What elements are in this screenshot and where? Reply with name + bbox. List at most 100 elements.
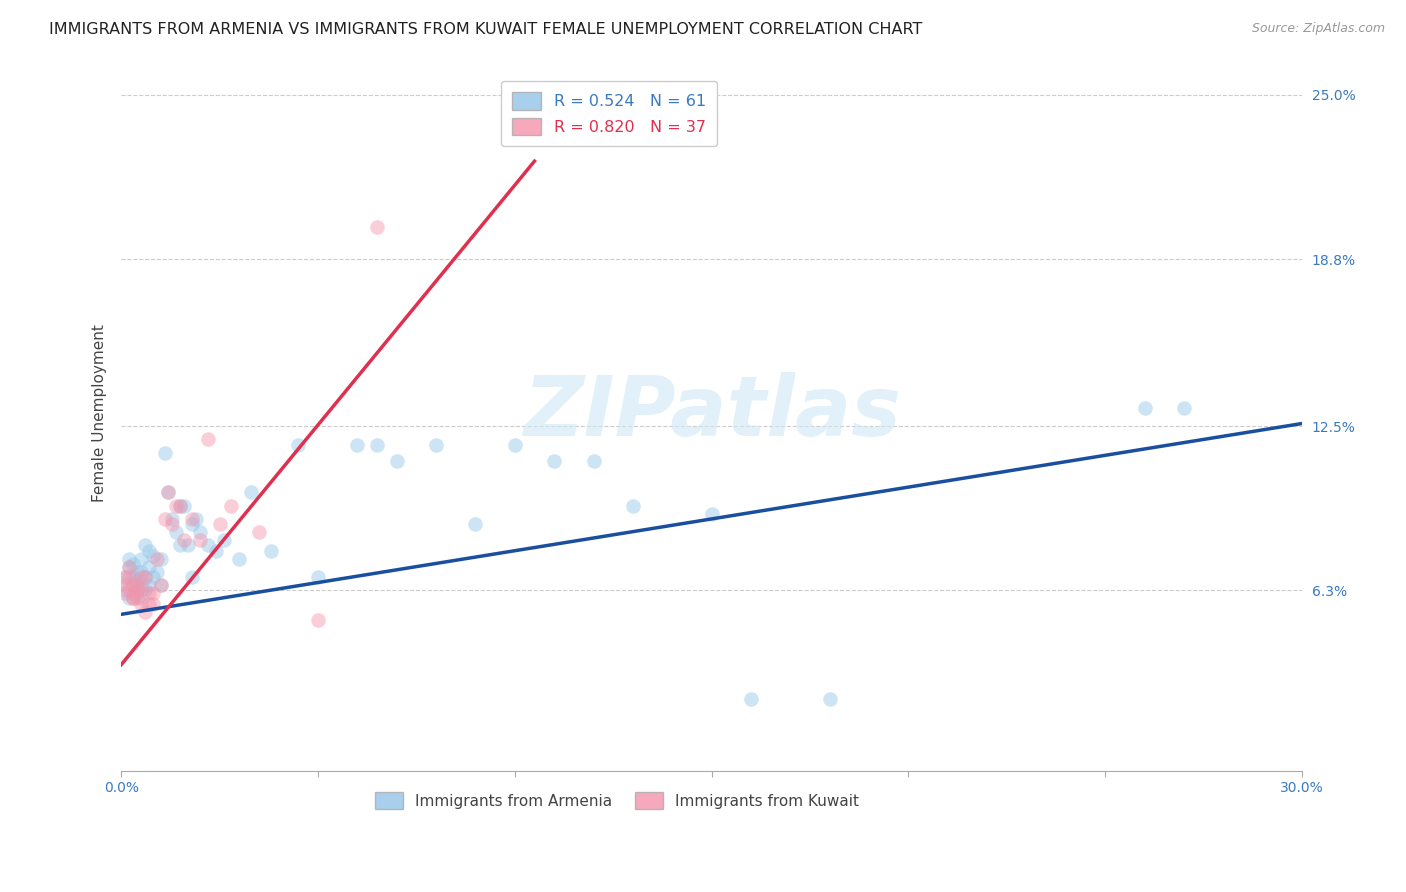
Point — [114, 586, 136, 600]
Point — [169, 499, 191, 513]
Point — [173, 533, 195, 548]
Point — [125, 565, 148, 579]
Point — [177, 538, 200, 552]
Point — [153, 512, 176, 526]
Point — [142, 549, 165, 563]
Point — [212, 533, 235, 548]
Point — [464, 517, 486, 532]
Point — [114, 570, 136, 584]
Point — [125, 583, 148, 598]
Point — [122, 586, 145, 600]
Point — [157, 485, 180, 500]
Point — [134, 570, 156, 584]
Point — [181, 517, 204, 532]
Point — [129, 565, 152, 579]
Point — [138, 559, 160, 574]
Point — [385, 453, 408, 467]
Point — [129, 551, 152, 566]
Point — [118, 570, 141, 584]
Point — [122, 570, 145, 584]
Point — [114, 578, 136, 592]
Point — [197, 538, 219, 552]
Point — [149, 578, 172, 592]
Point — [122, 557, 145, 571]
Point — [122, 578, 145, 592]
Text: IMMIGRANTS FROM ARMENIA VS IMMIGRANTS FROM KUWAIT FEMALE UNEMPLOYMENT CORRELATIO: IMMIGRANTS FROM ARMENIA VS IMMIGRANTS FR… — [49, 22, 922, 37]
Text: Source: ZipAtlas.com: Source: ZipAtlas.com — [1251, 22, 1385, 36]
Point — [129, 583, 152, 598]
Point — [118, 559, 141, 574]
Point — [114, 570, 136, 584]
Point — [740, 692, 762, 706]
Point — [181, 570, 204, 584]
Point — [118, 559, 141, 574]
Point — [129, 578, 152, 592]
Point — [122, 591, 145, 606]
Point — [122, 591, 145, 606]
Point — [129, 570, 152, 584]
Point — [162, 512, 184, 526]
Point — [1173, 401, 1195, 415]
Point — [138, 578, 160, 592]
Point — [700, 507, 723, 521]
Point — [165, 525, 187, 540]
Point — [138, 543, 160, 558]
Point — [125, 578, 148, 592]
Point — [197, 433, 219, 447]
Point — [181, 512, 204, 526]
Point — [818, 692, 841, 706]
Point — [621, 499, 644, 513]
Point — [366, 438, 388, 452]
Point — [240, 485, 263, 500]
Point — [1133, 401, 1156, 415]
Point — [582, 453, 605, 467]
Point — [138, 597, 160, 611]
Point — [142, 586, 165, 600]
Point — [307, 613, 329, 627]
Point — [188, 533, 211, 548]
Point — [145, 551, 167, 566]
Point — [165, 499, 187, 513]
Point — [543, 453, 565, 467]
Point — [145, 565, 167, 579]
Point — [173, 499, 195, 513]
Point — [149, 578, 172, 592]
Point — [134, 570, 156, 584]
Point — [208, 517, 231, 532]
Point — [307, 570, 329, 584]
Point — [228, 551, 250, 566]
Point — [118, 551, 141, 566]
Point — [122, 578, 145, 592]
Point — [188, 525, 211, 540]
Point — [118, 583, 141, 598]
Point — [125, 591, 148, 606]
Point — [125, 583, 148, 598]
Point — [162, 517, 184, 532]
Point — [221, 499, 243, 513]
Legend: Immigrants from Armenia, Immigrants from Kuwait: Immigrants from Armenia, Immigrants from… — [368, 785, 866, 817]
Point — [142, 570, 165, 584]
Point — [204, 543, 226, 558]
Point — [346, 438, 368, 452]
Point — [157, 485, 180, 500]
Point — [142, 597, 165, 611]
Point — [153, 445, 176, 459]
Point — [366, 220, 388, 235]
Point — [247, 525, 270, 540]
Point — [184, 512, 207, 526]
Point — [129, 597, 152, 611]
Point — [134, 538, 156, 552]
Point — [260, 543, 283, 558]
Point — [125, 573, 148, 587]
Text: ZIPatlas: ZIPatlas — [523, 373, 901, 453]
Point — [134, 583, 156, 598]
Point — [425, 438, 447, 452]
Y-axis label: Female Unemployment: Female Unemployment — [93, 324, 107, 502]
Point — [169, 538, 191, 552]
Point — [287, 438, 309, 452]
Point — [134, 605, 156, 619]
Point — [138, 586, 160, 600]
Point — [169, 499, 191, 513]
Point — [149, 551, 172, 566]
Point — [118, 591, 141, 606]
